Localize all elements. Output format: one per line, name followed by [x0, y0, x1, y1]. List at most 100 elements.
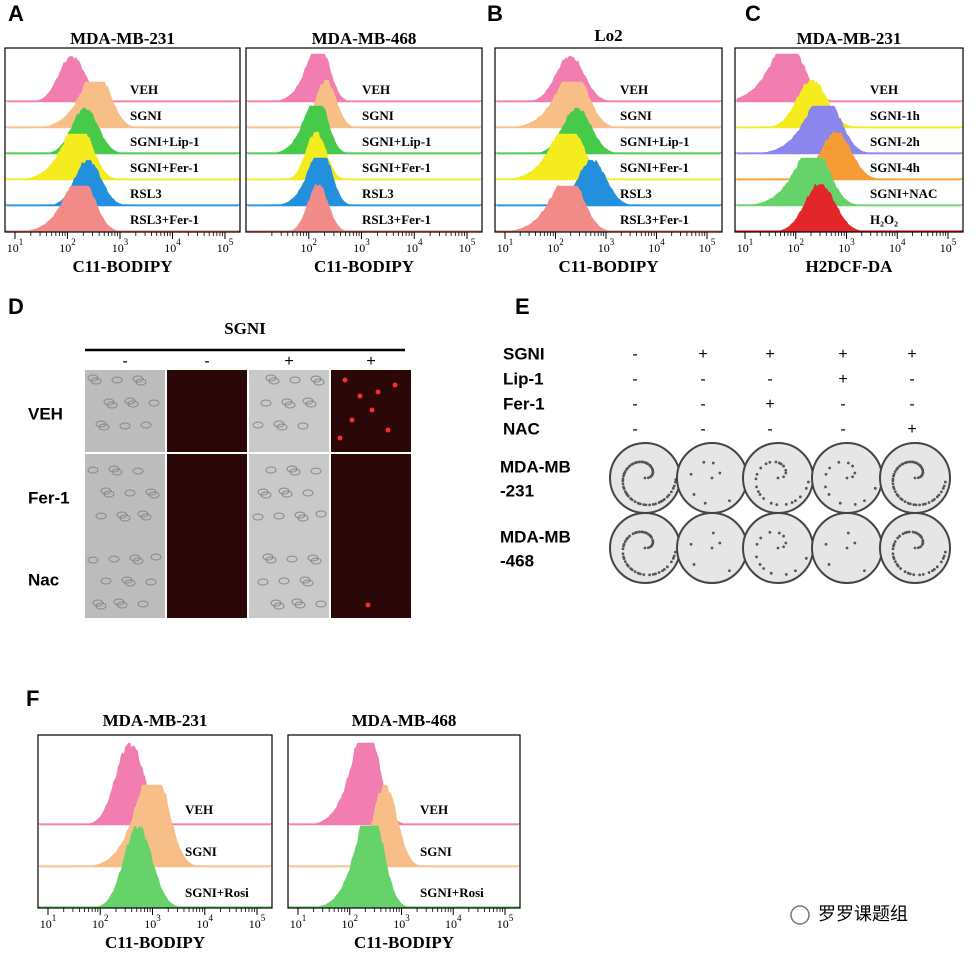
- sample-label: SGNI-1h: [870, 108, 921, 123]
- colony: [628, 464, 632, 468]
- histogram: [737, 79, 961, 129]
- histogram: [497, 107, 720, 155]
- colony: [762, 497, 766, 500]
- panel-label: C: [745, 1, 761, 26]
- plot-frame: [245, 47, 483, 233]
- cell: [116, 601, 128, 609]
- colony: [665, 495, 669, 499]
- colony: [621, 552, 625, 556]
- cell: [127, 400, 139, 408]
- colony: [782, 464, 785, 468]
- colony: [918, 533, 922, 537]
- colony: [837, 460, 841, 464]
- plot-frame: [734, 47, 964, 233]
- red-cell: [385, 427, 391, 433]
- colony: [703, 501, 707, 505]
- sample-label: RSL3: [130, 186, 162, 201]
- colony: [626, 494, 630, 498]
- cell: [289, 376, 301, 384]
- colony: [919, 545, 922, 549]
- colony: [941, 556, 945, 560]
- colony: [623, 540, 627, 544]
- tick-label: 103: [144, 913, 161, 931]
- tick-base: 10: [164, 241, 176, 255]
- colony: [903, 531, 907, 535]
- tick-exponent: 3: [850, 237, 855, 247]
- cell: [132, 467, 144, 475]
- sample-label: RSL3: [620, 186, 652, 201]
- colony: [671, 556, 675, 560]
- colony: [932, 497, 936, 501]
- sample-label: RSL3+Fer-1: [130, 212, 199, 227]
- colony: [899, 567, 903, 570]
- colony: [893, 490, 897, 494]
- cell: [273, 512, 285, 520]
- colony: [630, 568, 634, 572]
- colony: [935, 495, 939, 499]
- cell: [257, 578, 269, 586]
- tick-base: 10: [445, 917, 457, 931]
- sample-label: SGNI+Lip-1: [362, 134, 432, 149]
- colony: [921, 503, 925, 506]
- colony: [623, 560, 627, 564]
- tick-exponent: 2: [354, 913, 359, 923]
- brightfield-image: [85, 370, 165, 452]
- colony: [901, 532, 905, 536]
- histogram: [497, 55, 720, 103]
- tick-base: 10: [59, 241, 71, 255]
- colony: [891, 552, 895, 556]
- tick-base: 10: [7, 241, 19, 255]
- treatment-sign: -: [909, 371, 914, 388]
- tick-exponent: 3: [156, 913, 161, 923]
- colony: [891, 482, 895, 486]
- panel-title: MDA-MB-231: [797, 29, 902, 48]
- colony: [895, 467, 899, 471]
- tick-base: 10: [497, 917, 509, 931]
- histogram: [290, 784, 518, 868]
- colony: [782, 534, 785, 538]
- colony: [689, 472, 693, 476]
- panel-title: MDA-MB-468: [352, 711, 457, 730]
- tick-label: 103: [838, 237, 855, 255]
- colony: [667, 493, 671, 497]
- row-label: Nac: [28, 570, 59, 589]
- column-sign: +: [284, 353, 293, 370]
- column-sign: +: [366, 353, 375, 370]
- colony: [673, 480, 677, 484]
- colony: [784, 503, 788, 506]
- tick-label: 101: [290, 913, 307, 931]
- cell-line: -231: [500, 481, 534, 500]
- treatment-sign: -: [840, 396, 845, 413]
- panel-title: MDA-MB-231: [70, 29, 175, 48]
- sample-label: SGNI: [420, 844, 452, 859]
- sample-label: SGNI+Fer-1: [130, 160, 199, 175]
- tick-label: 105: [249, 913, 266, 931]
- colony: [846, 461, 850, 465]
- colony: [623, 471, 626, 475]
- colony: [769, 571, 773, 575]
- colony: [702, 460, 706, 464]
- colony: [692, 493, 696, 496]
- colony: [898, 534, 902, 538]
- colony: [798, 495, 802, 499]
- treatment-sign: -: [632, 346, 637, 363]
- histogram: [737, 105, 961, 155]
- treatment-name: SGNI: [503, 344, 545, 363]
- cell: [111, 468, 123, 476]
- sample-label: SGNI+Fer-1: [362, 160, 431, 175]
- colony: [692, 563, 696, 566]
- histogram: [290, 742, 518, 826]
- colony: [669, 560, 673, 564]
- treatment-sign: -: [840, 421, 845, 438]
- tick-label: 101: [7, 237, 24, 255]
- colony: [625, 467, 629, 471]
- colony: [759, 536, 763, 540]
- tick-exponent: 5: [471, 237, 476, 247]
- cell: [148, 399, 160, 407]
- tick-exponent: 4: [457, 913, 462, 923]
- red-cell: [375, 389, 381, 395]
- colony: [827, 563, 831, 566]
- colony: [662, 497, 666, 501]
- colony: [896, 536, 900, 540]
